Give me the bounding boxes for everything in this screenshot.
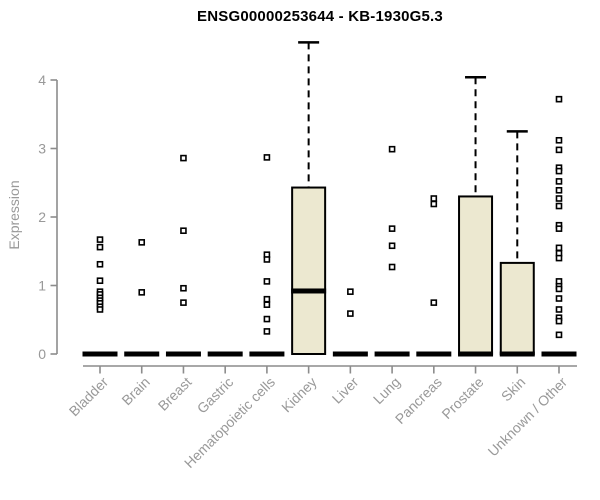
outlier-point-unknown-other	[555, 186, 563, 194]
outlier-point-unknown-other	[555, 295, 563, 302]
median-unknown-other	[541, 351, 577, 357]
outlier-point-brain	[138, 239, 146, 246]
outlier-point-breast	[180, 154, 187, 162]
outlier-point-breast	[180, 227, 187, 234]
outlier-point-hematopoietic-cells	[263, 315, 271, 323]
outlier-point-unknown-other	[555, 202, 563, 210]
y-tick-label: 1	[38, 278, 46, 294]
outlier-point-lung	[388, 263, 396, 271]
outlier-point-hematopoietic-cells	[263, 256, 271, 263]
x-tick-label-lung: Lung	[370, 374, 403, 407]
median-lung	[374, 351, 410, 357]
outlier-point-hematopoietic-cells	[263, 295, 271, 303]
median-bladder	[82, 351, 118, 357]
outlier-point-unknown-other	[555, 195, 563, 202]
outlier-point-unknown-other	[555, 167, 563, 175]
outlier-point-liver	[347, 288, 354, 295]
outlier-point-brain	[138, 289, 146, 296]
outlier-point-bladder	[96, 260, 104, 268]
outlier-point-lung	[388, 242, 396, 250]
outlier-point-unknown-other	[555, 244, 563, 252]
outlier-point-unknown-other	[555, 146, 563, 154]
median-hematopoietic-cells	[249, 351, 285, 357]
outlier-point-hematopoietic-cells	[263, 278, 271, 285]
median-breast	[165, 351, 201, 357]
median-liver	[332, 351, 368, 357]
median-brain	[124, 351, 160, 357]
outlier-point-unknown-other	[555, 285, 563, 293]
y-tick-label: 2	[38, 209, 46, 225]
median-pancreas	[416, 351, 452, 357]
outlier-point-bladder	[96, 277, 104, 285]
outlier-point-unknown-other	[555, 317, 563, 325]
x-tick-label-breast: Breast	[155, 374, 195, 414]
x-tick-label-kidney: Kidney	[278, 374, 320, 416]
x-tick-label-unknown-other: Unknown / Other	[485, 374, 571, 460]
chart-title: ENSG00000253644 - KB-1930G5.3	[197, 8, 443, 25]
box-kidney	[291, 186, 327, 355]
outlier-point-hematopoietic-cells	[263, 301, 271, 308]
outlier-point-lung	[388, 225, 396, 232]
outlier-point-pancreas	[430, 195, 438, 202]
y-tick-label: 4	[38, 72, 46, 88]
box-prostate	[458, 195, 494, 355]
outlier-point-breast	[180, 299, 187, 306]
outlier-point-unknown-other	[555, 254, 563, 262]
outlier-point-lung	[388, 145, 396, 153]
x-tick-label-brain: Brain	[118, 374, 152, 408]
outlier-point-unknown-other	[555, 95, 563, 103]
median-gastric	[207, 351, 243, 357]
x-tick-label-liver: Liver	[329, 374, 362, 407]
box-skin	[499, 261, 535, 355]
outlier-point-unknown-other	[555, 136, 563, 144]
outlier-point-hematopoietic-cells	[263, 328, 271, 335]
outlier-point-bladder	[96, 306, 104, 313]
outlier-point-bladder	[96, 243, 104, 251]
outlier-point-liver	[347, 310, 354, 317]
outlier-point-pancreas	[430, 200, 438, 208]
y-tick-label: 0	[38, 346, 46, 362]
y-tick-label: 3	[38, 141, 46, 157]
x-tick-label-bladder: Bladder	[66, 374, 112, 420]
outlier-point-unknown-other	[555, 306, 563, 313]
outlier-point-breast	[180, 284, 187, 292]
outlier-point-hematopoietic-cells	[263, 154, 271, 161]
median-skin	[499, 351, 535, 357]
median-kidney	[291, 288, 327, 294]
outlier-point-unknown-other	[555, 331, 563, 339]
outlier-point-unknown-other	[555, 225, 563, 232]
x-tick-label-skin: Skin	[498, 374, 529, 405]
outlier-point-bladder	[96, 236, 104, 243]
x-tick-label-prostate: Prostate	[438, 374, 486, 422]
median-prostate	[458, 351, 494, 357]
outlier-point-pancreas	[430, 299, 438, 306]
outlier-point-unknown-other	[555, 178, 563, 185]
